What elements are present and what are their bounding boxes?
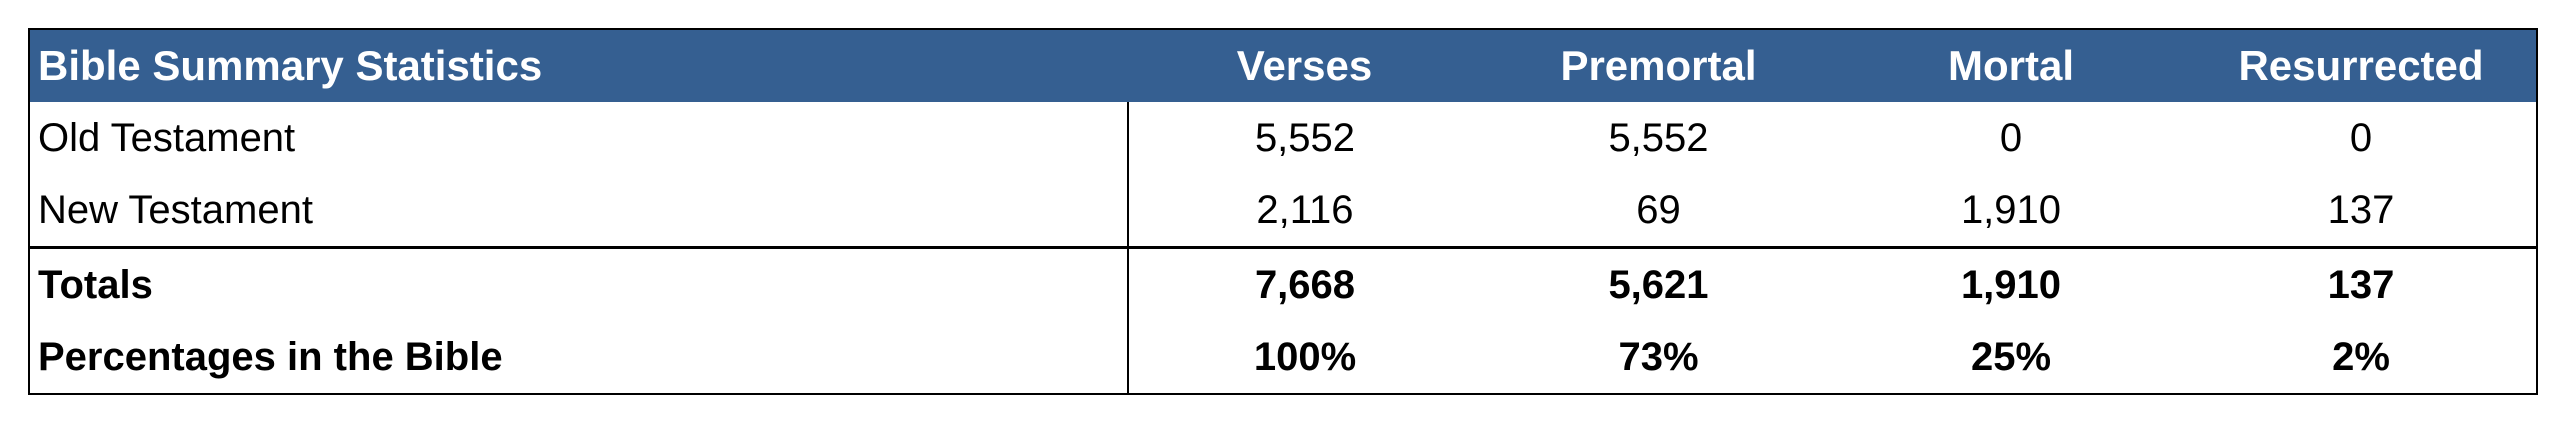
column-header: Resurrected: [2186, 29, 2537, 102]
row-label: Totals: [29, 246, 1129, 321]
header-row: Bible Summary Statistics Verses Premortal…: [29, 29, 2537, 102]
column-header: Verses: [1128, 29, 1481, 102]
cell-value: 73%: [1618, 334, 1699, 379]
cell-value: 0: [2349, 115, 2373, 160]
cell-value: 0: [1999, 115, 2023, 160]
cell-value: 2%: [2332, 334, 2390, 379]
column-header: Premortal: [1481, 29, 1836, 102]
table-title: Bible Summary Statistics: [29, 29, 1128, 102]
cell-value: 2,116: [1256, 187, 1354, 232]
table-row: New Testament 2,116 69 1,910 137: [29, 174, 2537, 248]
row-label: Percentages in the Bible: [29, 321, 1129, 394]
table-row: Percentages in the Bible 100% 73% 25% 2%: [29, 321, 2537, 394]
cell-value: 137: [2186, 246, 2537, 321]
cell-value: 1,910: [1960, 187, 2062, 232]
cell-value: 5,621: [1481, 246, 1836, 321]
table-row: Old Testament 5,552 5,552 0 0: [29, 102, 2537, 174]
table-body: Old Testament 5,552 5,552 0 0 New Testament 2,…: [29, 102, 2537, 394]
column-header: Mortal: [1836, 29, 2186, 102]
table-row: Totals 7,668 5,621 1,910 137: [29, 246, 2537, 321]
cell-value: 1,910: [1836, 246, 2186, 321]
cell-value: 7,668: [1128, 246, 1481, 321]
cell-value: 25%: [1970, 334, 2052, 379]
row-label: New Testament: [29, 174, 1129, 248]
summary-table: Bible Summary Statistics Verses Premortal…: [28, 28, 2538, 395]
cell-value: 69: [1636, 187, 1681, 232]
cell-value: 137: [2327, 187, 2395, 232]
cell-value: 5,552: [1608, 115, 1709, 160]
cell-value: 100%: [1253, 334, 1357, 379]
row-label: Old Testament: [29, 102, 1129, 174]
cell-value: 5,552: [1254, 115, 1356, 160]
